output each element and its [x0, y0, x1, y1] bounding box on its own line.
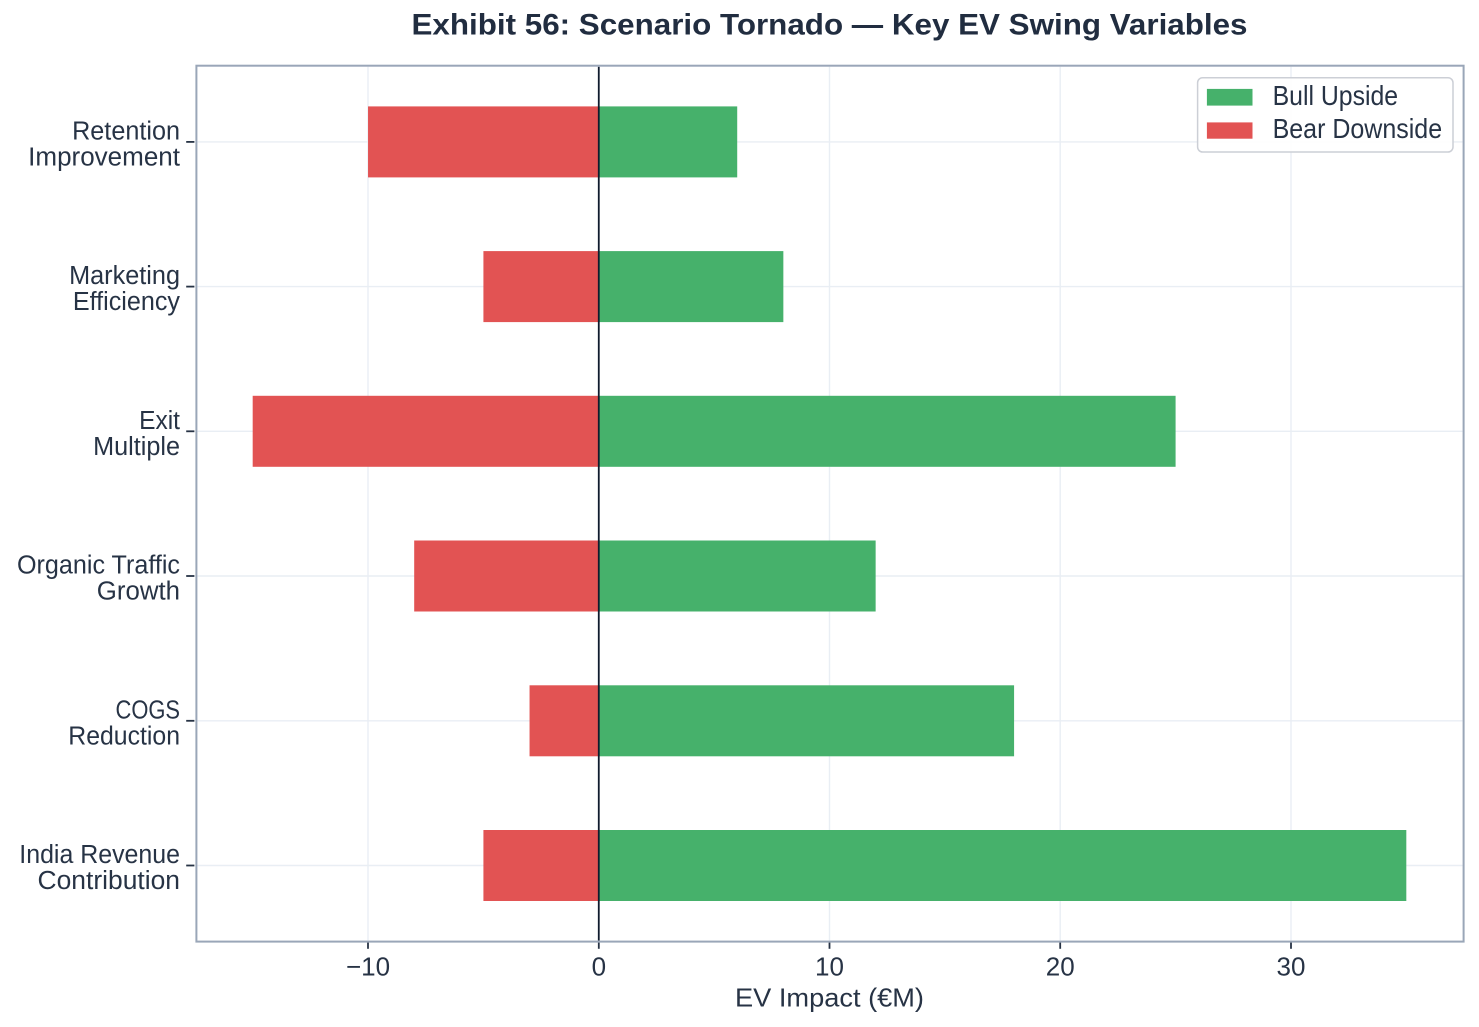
svg-text:Retention: Retention — [72, 117, 180, 145]
svg-text:20: 20 — [1046, 952, 1075, 982]
svg-text:Organic Traffic: Organic Traffic — [17, 552, 180, 580]
svg-text:Bear Downside: Bear Downside — [1273, 113, 1443, 144]
svg-text:Exhibit 56: Scenario Tornado —: Exhibit 56: Scenario Tornado — Key EV Sw… — [412, 9, 1248, 42]
svg-text:Efficiency: Efficiency — [73, 288, 180, 316]
svg-text:COGS: COGS — [116, 696, 181, 724]
svg-text:Growth: Growth — [97, 578, 180, 606]
svg-text:30: 30 — [1277, 952, 1306, 982]
svg-text:−10: −10 — [346, 952, 390, 982]
svg-text:0: 0 — [592, 952, 606, 982]
svg-text:Improvement: Improvement — [28, 144, 180, 172]
svg-text:Reduction: Reduction — [68, 722, 180, 750]
svg-text:10: 10 — [815, 952, 844, 982]
svg-text:Contribution: Contribution — [38, 867, 181, 895]
svg-text:EV Impact (€M): EV Impact (€M) — [735, 983, 924, 1013]
svg-text:Multiple: Multiple — [93, 433, 180, 461]
svg-text:India Revenue: India Revenue — [19, 841, 180, 869]
svg-text:Bull Upside: Bull Upside — [1273, 80, 1399, 111]
svg-text:Exit: Exit — [139, 407, 180, 435]
svg-text:Marketing: Marketing — [69, 262, 180, 290]
